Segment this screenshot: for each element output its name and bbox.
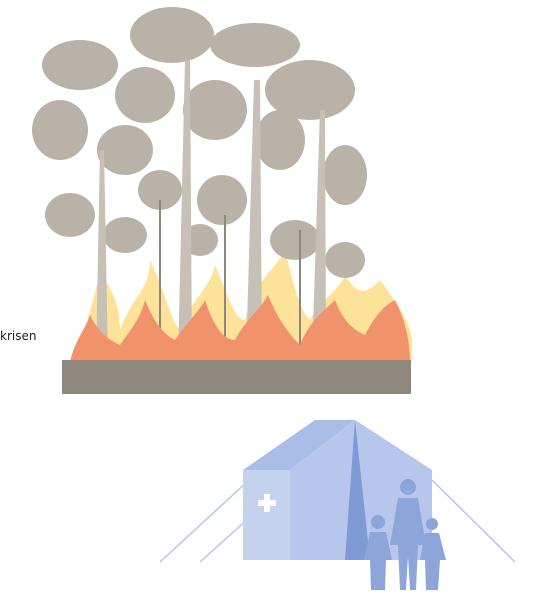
forest-fire (32, 7, 412, 394)
page: krisen (() => { const data = JSON.parse(… (0, 0, 536, 598)
illustration (0, 0, 536, 598)
ground (62, 360, 411, 394)
tent (160, 420, 515, 590)
caption: krisen (0, 329, 36, 343)
